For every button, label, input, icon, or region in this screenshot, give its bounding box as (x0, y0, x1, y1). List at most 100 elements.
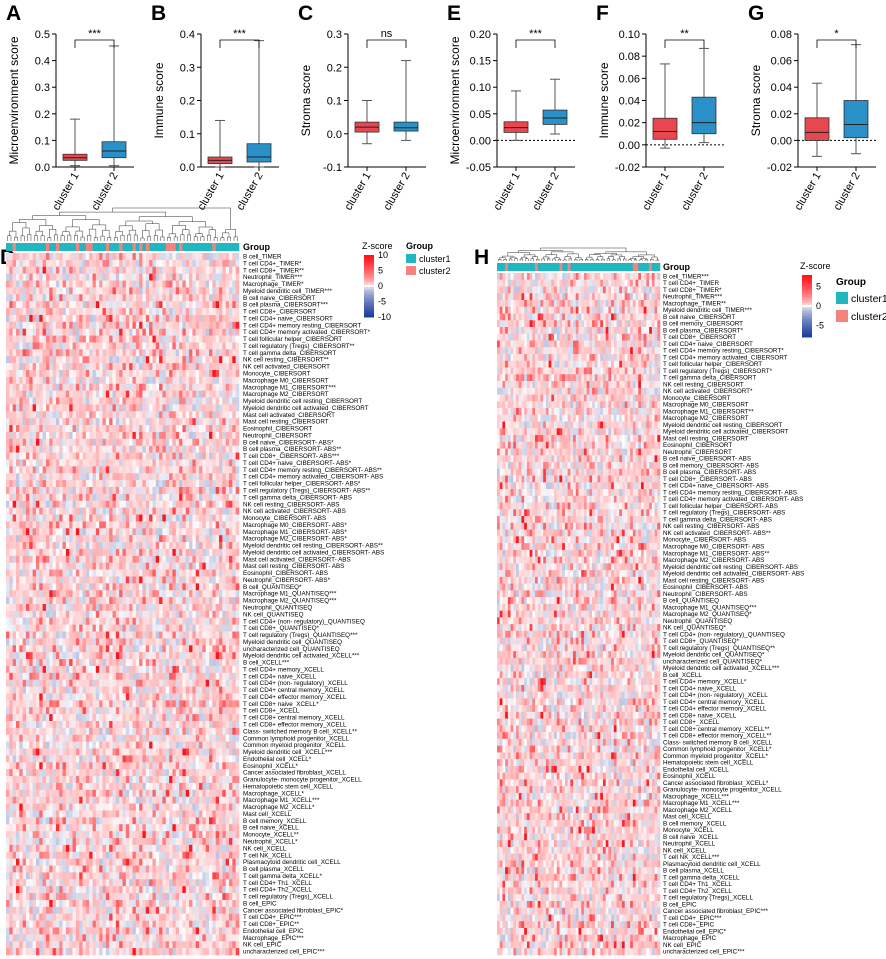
heatmap-cell (159, 425, 163, 433)
heatmap-cell (105, 500, 110, 508)
heatmap-cell (9, 590, 13, 598)
heatmap-cell (219, 418, 223, 426)
heatmap-cell (115, 700, 120, 708)
heatmap-cell (159, 438, 163, 447)
heatmap-cell (59, 597, 63, 605)
dendrogram-branch (59, 211, 167, 217)
heatmap-cell (162, 480, 167, 488)
heatmap-cell (199, 480, 203, 488)
y-axis-label: Stroma score (749, 64, 763, 136)
heatmap-cell (185, 583, 190, 591)
heatmap-cell (135, 438, 140, 447)
heatmap-cell (19, 356, 23, 364)
heatmap-cell (59, 555, 63, 564)
heatmap-cell (235, 438, 240, 447)
heatmap-cell (112, 631, 117, 639)
heatmap-cell (169, 487, 173, 495)
heatmap-cell (175, 583, 180, 591)
heatmap-cell (195, 535, 200, 543)
heatmap-cell (172, 631, 177, 639)
heatmap-cell (125, 679, 130, 687)
heatmap-cell (189, 480, 193, 488)
heatmap-cell (149, 672, 153, 681)
heatmap-cell (45, 487, 50, 495)
heatmap-cell (225, 266, 230, 274)
heatmap-cell (69, 363, 73, 371)
heatmap-cell (162, 652, 167, 660)
heatmap-cell (109, 672, 113, 681)
heatmap-cell (15, 466, 20, 474)
heatmap-cell (29, 480, 33, 488)
heatmap-cell (89, 700, 93, 708)
heatmap-cell (235, 631, 240, 639)
heatmap-cell (149, 542, 153, 550)
heatmap-cell (162, 514, 167, 522)
heatmap-cell (12, 487, 17, 495)
heatmap-cell (225, 659, 230, 667)
heatmap-cell (219, 294, 223, 302)
heatmap-cell (182, 700, 187, 708)
heatmap-cell (85, 349, 90, 357)
heatmap-cell (232, 363, 236, 371)
heatmap-cell (159, 431, 163, 440)
heatmap-cell (52, 500, 57, 508)
heatmap-cell (122, 548, 127, 557)
heatmap-cell (22, 376, 27, 385)
heatmap-cell (55, 294, 60, 302)
y-tick-label: 0.5 (35, 29, 50, 41)
heatmap-cell (49, 528, 53, 536)
heatmap-cell (55, 493, 60, 502)
heatmap-cell (62, 679, 67, 687)
heatmap-cell (202, 487, 207, 495)
heatmap-cell (189, 597, 193, 605)
heatmap-cell (69, 273, 73, 281)
heatmap-cell (89, 487, 93, 495)
heatmap-cell (135, 700, 140, 708)
heatmap-cell (105, 294, 110, 302)
heatmap-cell (105, 569, 110, 577)
heatmap-cell (182, 280, 187, 288)
heatmap-cell (29, 431, 33, 440)
heatmap-cell (95, 590, 100, 598)
heatmap-cell (92, 466, 97, 474)
heatmap-cell (52, 452, 57, 460)
heatmap-cell (102, 459, 107, 467)
heatmap-cell (42, 397, 47, 405)
heatmap-cell (42, 335, 47, 343)
heatmap-cell (215, 335, 220, 343)
heatmap-cell (82, 576, 87, 584)
dendrogram-branch (102, 229, 110, 238)
heatmap-cell (6, 390, 10, 398)
heatmap-cell (52, 542, 57, 550)
heatmap-cell (105, 528, 110, 536)
heatmap-cell (42, 487, 47, 495)
heatmap-cell (42, 425, 47, 433)
heatmap-cell (52, 321, 57, 330)
heatmap-cell (22, 294, 27, 302)
dendrogram-branch (227, 236, 231, 241)
heatmap-cell (189, 693, 193, 701)
heatmap-cell (169, 266, 173, 274)
heatmap-cell (9, 363, 13, 371)
heatmap-cell (219, 583, 223, 591)
heatmap-cell (222, 390, 226, 398)
heatmap-cell (175, 548, 180, 557)
heatmap-cell (205, 604, 210, 612)
heatmap-cell (92, 266, 97, 274)
heatmap-cell (165, 397, 170, 405)
heatmap-cell (185, 445, 190, 453)
heatmap-cell (39, 569, 43, 577)
heatmap-cell (172, 356, 177, 364)
heatmap-cell (72, 314, 77, 323)
heatmap-cell (85, 259, 90, 268)
heatmap-cell (155, 597, 160, 605)
heatmap-cell (212, 431, 216, 440)
heatmap-cell (69, 383, 73, 391)
heatmap-cell (202, 597, 207, 605)
heatmap-cell (142, 301, 147, 309)
dendrogram-branch (222, 232, 230, 238)
heatmap-cell (62, 528, 67, 536)
heatmap-cell (122, 562, 127, 570)
heatmap-cell (25, 604, 30, 612)
heatmap-cell (65, 542, 70, 550)
